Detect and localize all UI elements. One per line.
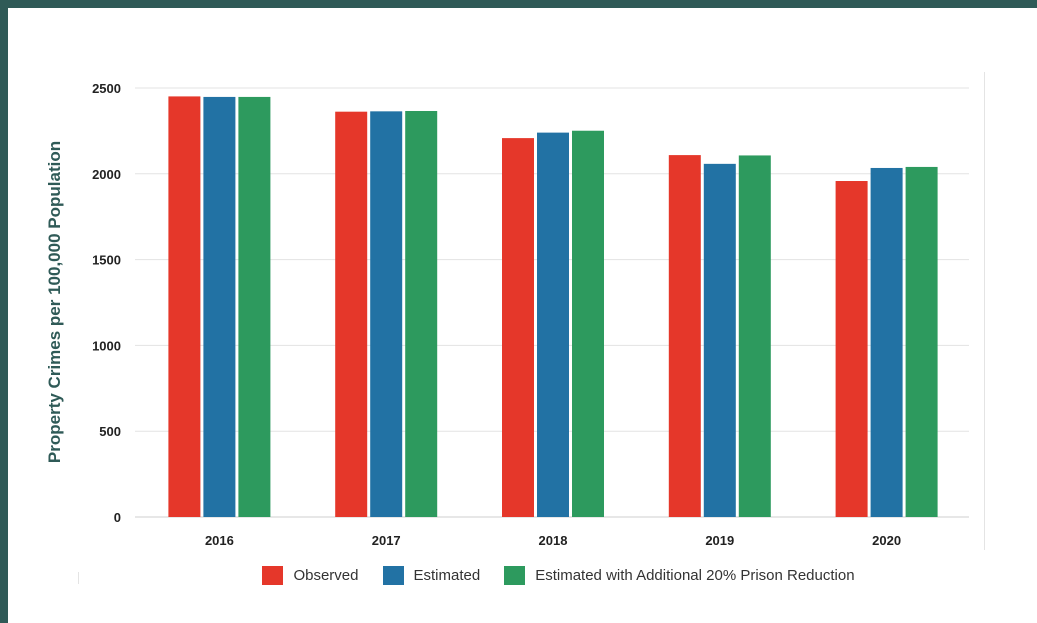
legend-item-estimated-reduction: Estimated with Additional 20% Prison Red… — [504, 566, 855, 585]
bar-observed-2017 — [335, 111, 368, 518]
y-tick-label: 2500 — [92, 81, 121, 96]
x-tick-label: 2018 — [539, 533, 568, 548]
y-tick-label: 500 — [99, 424, 121, 439]
x-axis-ticks: 2016 2017 2018 2019 2020 — [205, 533, 901, 548]
legend-item-observed: Observed — [262, 566, 359, 585]
bar-estimated-2017 — [370, 111, 403, 518]
x-tick-label: 2019 — [705, 533, 734, 548]
bar-estimated-2020 — [870, 167, 903, 517]
legend-label-estimated: Estimated — [413, 567, 481, 584]
legend-item-estimated: Estimated — [382, 566, 481, 585]
legend-label-observed: Observed — [293, 567, 359, 584]
legend-swatch-observed — [262, 566, 284, 585]
bar-estimated-with-additional-20-prison-reduction-2019 — [738, 155, 771, 518]
bar-estimated-2016 — [203, 96, 236, 517]
bar-observed-2018 — [502, 138, 534, 518]
legend: Observed Estimated Estimated with Additi… — [0, 566, 1037, 585]
legend-swatch-estimated — [382, 566, 404, 585]
y-tick-label: 1000 — [92, 338, 121, 353]
bar-observed-2016 — [168, 96, 201, 518]
legend-label-estimated-reduction: Estimated with Additional 20% Prison Red… — [535, 567, 855, 584]
bar-observed-2020 — [835, 181, 868, 517]
gridlines — [135, 87, 969, 518]
y-tick-label: 1500 — [92, 253, 121, 268]
x-tick-label: 2017 — [372, 533, 401, 548]
bar-estimated-2018 — [537, 132, 569, 517]
bar-observed-2019 — [668, 155, 701, 518]
bar-estimated-with-additional-20-prison-reduction-2016 — [238, 96, 271, 517]
bars — [168, 96, 938, 518]
bar-estimated-with-additional-20-prison-reduction-2020 — [905, 166, 938, 517]
legend-swatch-estimated-reduction — [504, 566, 526, 585]
bar-estimated-with-additional-20-prison-reduction-2017 — [405, 110, 438, 518]
x-tick-label: 2020 — [872, 533, 901, 548]
y-axis-label: Property Crimes per 100,000 Population — [45, 141, 64, 463]
y-tick-label: 2000 — [92, 167, 121, 182]
bar-estimated-with-additional-20-prison-reduction-2018 — [572, 130, 604, 517]
x-tick-label: 2016 — [205, 533, 234, 548]
panel-divider — [984, 72, 985, 550]
y-axis-ticks: 0 500 1000 1500 2000 2500 — [92, 81, 121, 525]
bar-estimated-2019 — [703, 163, 736, 517]
panel-divider-small — [78, 572, 79, 584]
y-tick-label: 0 — [114, 510, 121, 525]
